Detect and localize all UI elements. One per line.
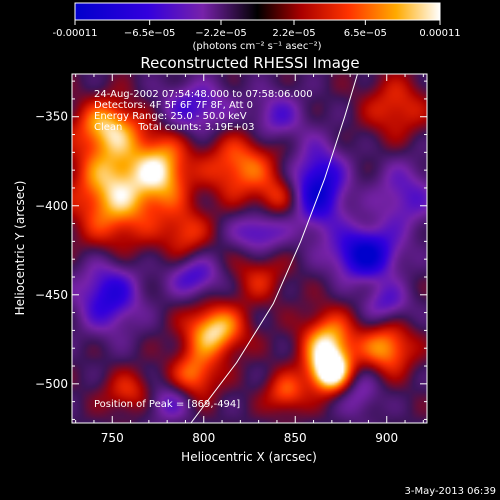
annotation-detectors: Detectors: 4F 5F 6F 7F 8F, Att 0	[94, 100, 253, 111]
colorbar-tick-label: −2.2e−05	[195, 28, 247, 39]
y-tick-label: −500	[35, 377, 68, 391]
chart-title: Reconstructed RHESSI Image	[140, 54, 359, 72]
y-tick-label: −350	[35, 110, 68, 124]
colorbar-tick-label: -0.00011	[53, 28, 98, 39]
colorbar-tick-label: 2.2e−05	[272, 28, 315, 39]
x-tick-label: 850	[284, 431, 307, 445]
colorbar	[75, 3, 440, 20]
annotation-peak-position: Position of Peak = [869,-494]	[94, 399, 240, 410]
x-axis-tick-labels: 750 800 850 900	[101, 431, 398, 445]
colorbar-tick-label: −6.5e−05	[124, 28, 176, 39]
y-axis-tick-labels: −350 −400 −450 −500	[35, 110, 68, 391]
solar-limb-curve	[190, 74, 358, 423]
x-tick-label: 800	[192, 431, 215, 445]
colorbar-tick-labels: -0.00011 −6.5e−05 −2.2e−05 2.2e−05 6.5e−05 0.…	[53, 28, 461, 39]
annotation-method-counts: Clean Total counts: 3.19E+03	[94, 122, 254, 133]
x-tick-label: 900	[375, 431, 398, 445]
y-tick-label: −450	[35, 288, 68, 302]
plot-frame	[71, 73, 428, 424]
colorbar-ticks	[74, 20, 441, 25]
annotation-time-range: 24-Aug-2002 07:54:48.000 to 07:58:06.000	[94, 89, 313, 100]
footer-date-stamp: 3-May-2013 06:39	[404, 486, 496, 497]
x-axis-ticks	[75, 74, 424, 423]
colorbar-frame	[74, 2, 441, 21]
colorbar-tick-label: 0.00011	[419, 28, 460, 39]
colorbar-tick-label: 6.5e−05	[344, 28, 387, 39]
annotation-energy-range: Energy Range: 25.0 - 50.0 keV	[94, 111, 247, 122]
annotation-block: 24-Aug-2002 07:54:48.000 to 07:58:06.000…	[94, 89, 313, 133]
y-tick-label: −400	[35, 199, 68, 213]
x-axis-label: Heliocentric X (arcsec)	[181, 450, 317, 464]
x-tick-label: 750	[101, 431, 124, 445]
heatmap-image	[72, 74, 427, 423]
y-axis-label: Heliocentric Y (arcsec)	[13, 181, 27, 316]
y-axis-ticks	[72, 80, 427, 420]
colorbar-units-label: (photons cm⁻² s⁻¹ asec⁻²)	[192, 41, 321, 52]
